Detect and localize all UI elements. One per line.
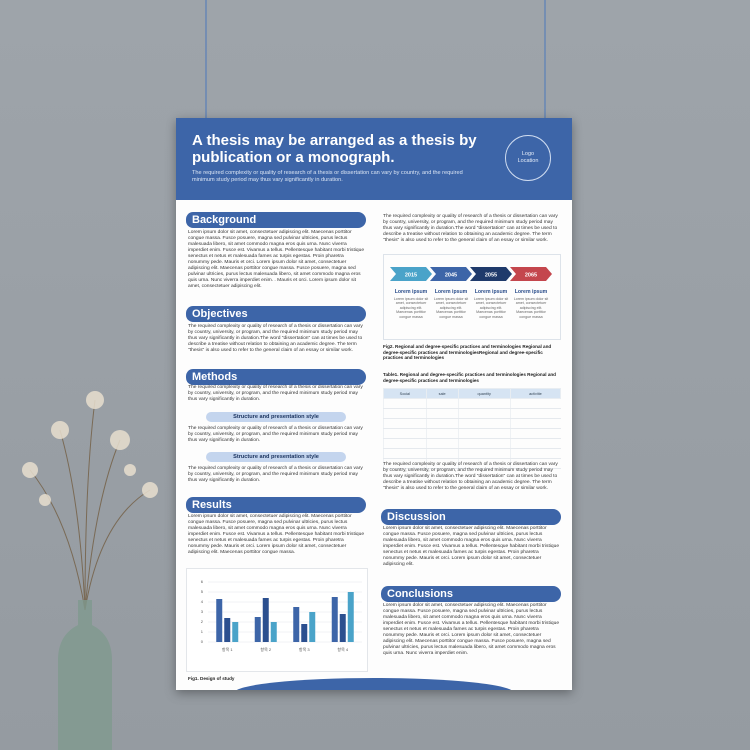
timeline-title: Lorem ipsum — [394, 289, 428, 295]
table-caption: Table1. Regional and degree-specific pra… — [383, 372, 556, 383]
bar — [309, 612, 316, 642]
timeline-title: Lorem ipsum — [474, 289, 508, 295]
logo-text: Location — [517, 158, 539, 164]
bar — [254, 617, 261, 642]
footer-arc — [234, 678, 514, 690]
poster-title: A thesis may be arranged as a thesis by … — [192, 132, 477, 166]
x-tick-label: 항목 2 — [260, 646, 271, 652]
plant-flowers — [22, 391, 158, 506]
y-tick-label: 5 — [201, 589, 204, 594]
bar — [293, 607, 300, 642]
section-text: The required complexity or quality of re… — [188, 466, 363, 483]
bar — [262, 598, 269, 642]
bar — [347, 592, 354, 642]
column-header: activitie — [509, 388, 562, 399]
chevron — [470, 267, 512, 281]
bar — [301, 624, 308, 642]
section-heading: Methods — [186, 369, 366, 385]
timeline: 2015 2045 2055 2065 Lorem ipsum Lorem ipsum … — [383, 254, 561, 340]
sub-heading: Structure and presentation style — [206, 452, 346, 462]
bar — [232, 622, 239, 642]
timeline-year: 2015 — [405, 272, 417, 278]
chevron — [390, 267, 432, 281]
timeline-text: Lorem ipsum dolor sit amet, consectetuer… — [393, 297, 429, 319]
timeline-text: Lorem ipsum dolor sit amet, consectetuer… — [433, 297, 469, 319]
chevron — [510, 267, 552, 281]
bar — [216, 599, 223, 642]
dried-plant — [29, 399, 151, 611]
section-heading: Conclusions — [381, 586, 561, 602]
bar — [339, 614, 346, 642]
section-text: The required complexity or quality of re… — [188, 385, 363, 402]
timeline-title: Lorem ipsum — [434, 289, 468, 295]
figure-caption: Fig1. Design of study — [188, 676, 235, 681]
section-heading: Objectives — [186, 306, 366, 322]
section-heading: Background — [186, 212, 366, 228]
x-tick-label: 항목 1 — [222, 646, 233, 652]
figure-caption: Fig2. Regional and degree-specific pract… — [383, 344, 552, 361]
timeline-year: 2065 — [525, 272, 537, 278]
x-tick-label: 항목 4 — [337, 646, 348, 652]
logo-text: Logo — [521, 151, 535, 157]
section-heading: Results — [186, 497, 366, 513]
bar — [224, 618, 231, 642]
timeline-arrows: 2015 2045 2055 2065 — [390, 267, 552, 281]
timeline-year: 2055 — [485, 272, 497, 278]
y-tick-label: 2 — [201, 619, 204, 624]
y-tick-label: 3 — [201, 609, 204, 614]
x-tick-label: 항목 3 — [299, 646, 310, 652]
chevron — [430, 267, 472, 281]
section-text: Lorem ipsum dolor sit amet, consectetuer… — [383, 526, 560, 567]
section-text: Lorem ipsum dolor sit amet, consectetuer… — [188, 514, 365, 555]
section-text: The required complexity or quality of re… — [188, 426, 363, 443]
section-text: Lorem ipsum dolor sit amet, consectetuer… — [383, 603, 560, 656]
column-header: Social — [383, 388, 427, 399]
bar — [270, 622, 277, 642]
y-tick-label: 4 — [201, 599, 204, 604]
bar — [331, 597, 338, 642]
glass-bottle — [58, 600, 112, 750]
section-text: The required complexity or quality of re… — [383, 214, 558, 243]
section-text: The required complexity or quality of re… — [383, 462, 558, 491]
section-heading: Discussion — [381, 509, 561, 525]
results-chart: 0 1 2 3 4 5 6 항목 1 항목 2 항목 3 항목 4 — [186, 568, 368, 672]
logo: Logo Location — [505, 135, 551, 181]
poster: A thesis may be arranged as a thesis by … — [176, 118, 572, 690]
poster-subtitle: The required complexity or quality of re… — [192, 170, 463, 183]
timeline-text: Lorem ipsum dolor sit amet, consectetuer… — [513, 297, 549, 319]
timeline-year: 2045 — [445, 272, 457, 278]
y-tick-label: 1 — [201, 629, 204, 634]
poster-header: A thesis may be arranged as a thesis by … — [176, 118, 572, 200]
section-text: Lorem ipsum dolor sit amet, consectetuer… — [188, 230, 365, 289]
timeline-title: Lorem ipsum — [514, 289, 548, 295]
timeline-text: Lorem ipsum dolor sit amet, consectetuer… — [473, 297, 509, 319]
sub-heading: Structure and presentation style — [206, 412, 346, 422]
section-text: The required complexity or quality of re… — [188, 324, 363, 353]
y-tick-label: 6 — [201, 579, 204, 584]
y-tick-label: 0 — [201, 639, 204, 644]
table-header: Social sale quantity activitie — [383, 388, 562, 399]
column-header: sale — [425, 388, 459, 399]
data-table: Social sale quantity activitie — [383, 388, 562, 469]
column-header: quantity — [457, 388, 511, 399]
